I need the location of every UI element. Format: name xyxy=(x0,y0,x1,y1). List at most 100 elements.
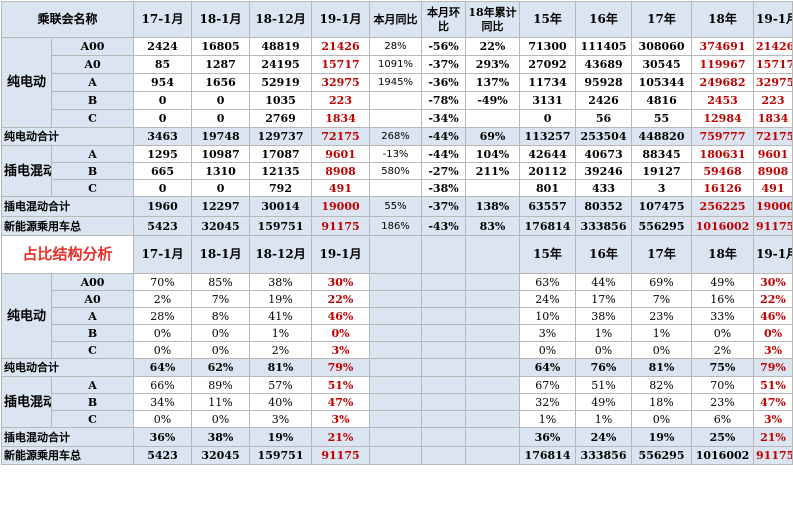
table-row: 纯电动合计 64% 62% 81% 79% 64% 76% 81% 75% 79% xyxy=(0,358,793,377)
col-header: 17年 xyxy=(631,235,693,274)
table-cell: 1834 xyxy=(753,109,793,128)
table-cell xyxy=(369,109,423,128)
table-cell: 7% xyxy=(191,290,251,308)
blank-cell xyxy=(369,290,423,308)
table-cell: 256225 xyxy=(691,196,755,217)
table-cell xyxy=(369,91,423,110)
table-row: 纯电动 A00 70% 85% 38% 30% 63% 44% 69% 49% 30% xyxy=(1,273,793,359)
table-cell: -78% xyxy=(421,91,467,110)
table-cell: 119967 xyxy=(691,55,755,74)
table-cell: 32% xyxy=(519,393,577,411)
row-label: B xyxy=(50,324,135,342)
table-row: 纯电动合计 3463 19748 129737 72175 268% -44% 69% 113… xyxy=(0,127,793,146)
table-cell: 180631 xyxy=(691,145,755,163)
blank-cell xyxy=(369,341,423,359)
table-row: 插电混动合计 36% 38% 19% 21% 36% 24% 19% 25% 21% xyxy=(0,427,793,447)
table-cell: 17% xyxy=(575,290,633,308)
table-cell: 55 xyxy=(631,109,693,128)
table-cell: 47% xyxy=(753,393,793,411)
col-header: 18-1月 xyxy=(191,1,251,38)
blank-cell xyxy=(465,393,521,411)
table-cell: -49% xyxy=(465,91,521,110)
table-row: C 0% 0% 3% 3% 1% 1% 0% 6% 3% xyxy=(2,410,793,428)
row-label: A xyxy=(50,73,135,92)
table-cell: 105344 xyxy=(631,73,693,92)
table-cell: 433 xyxy=(575,179,633,197)
table-cell: 1% xyxy=(575,324,633,342)
row-label: 新能源乘用车总 xyxy=(0,446,135,465)
blank-cell xyxy=(421,393,467,411)
table-cell: 3% xyxy=(311,410,371,428)
blank-cell xyxy=(465,324,521,342)
group-label-phev: 插电混动 xyxy=(1,145,52,197)
table-cell: 5423 xyxy=(133,216,193,236)
row-label: A xyxy=(50,145,135,163)
table-cell: 19% xyxy=(249,290,313,308)
table-cell: 56 xyxy=(575,109,633,128)
table-cell: -27% xyxy=(421,162,467,180)
table-cell: 2% xyxy=(133,290,193,308)
table-cell: 159751 xyxy=(249,216,313,236)
table-row: B 0% 0% 1% 0% 3% 1% 1% 0% 0% xyxy=(2,324,793,342)
table-row: 新能源乘用车总 5423 32045 159751 91175 176814 333856… xyxy=(0,446,793,465)
row-label: C xyxy=(50,341,135,359)
table-cell: 1016002 xyxy=(691,446,755,465)
table-cell: 308060 xyxy=(631,37,693,56)
blank-cell xyxy=(421,358,467,377)
table-cell: 1091% xyxy=(369,55,423,74)
col-header: 16年 xyxy=(575,235,633,274)
table-cell: 21426 xyxy=(311,37,371,56)
col-header: 18年累计同比 xyxy=(465,1,521,38)
table-cell: 15717 xyxy=(753,55,793,74)
col-header: 本月同比 xyxy=(369,1,423,38)
table-cell: 17087 xyxy=(249,145,313,163)
table-cell: 46% xyxy=(311,307,371,325)
table-cell: 0 xyxy=(133,179,193,197)
col-header: 18年 xyxy=(691,1,755,38)
blank-cell xyxy=(369,358,423,377)
table-cell: 137% xyxy=(465,73,521,92)
table-cell: 69% xyxy=(465,127,521,146)
table-cell: 39246 xyxy=(575,162,633,180)
table-cell: 63% xyxy=(519,273,577,291)
table-cell: 0 xyxy=(191,91,251,110)
table-cell: 21% xyxy=(311,427,371,447)
table-cell: 556295 xyxy=(631,446,693,465)
table-cell: 75% xyxy=(691,358,755,377)
table-cell xyxy=(465,109,521,128)
table-cell: 12984 xyxy=(691,109,755,128)
table-cell: 79% xyxy=(311,358,371,377)
table-cell: 43689 xyxy=(575,55,633,74)
blank-cell xyxy=(465,358,521,377)
table-cell: 19000 xyxy=(311,196,371,217)
table-cell: 0 xyxy=(191,109,251,128)
row-label: 纯电动合计 xyxy=(0,127,135,146)
col-header: 17-1月 xyxy=(133,235,193,274)
col-header: 19-1月 xyxy=(753,1,793,38)
table-cell: 801 xyxy=(519,179,577,197)
table-cell: 2424 xyxy=(133,37,193,56)
table-cell: 69% xyxy=(631,273,693,291)
table-cell: 1% xyxy=(575,410,633,428)
table-cell: 62% xyxy=(191,358,251,377)
table-cell: 6% xyxy=(691,410,755,428)
table-cell: 52919 xyxy=(249,73,313,92)
table-cell: 19748 xyxy=(191,127,251,146)
row-label: A xyxy=(50,376,135,394)
table-cell: 16805 xyxy=(191,37,251,56)
table-cell: 1960 xyxy=(133,196,193,217)
table-cell: -44% xyxy=(421,145,467,163)
row-label: B xyxy=(50,393,135,411)
table-row: 新能源乘用车总 5423 32045 159751 91175 186% -43% 83% 1… xyxy=(0,216,793,236)
table-cell: 333856 xyxy=(575,216,633,236)
table-cell: 10% xyxy=(519,307,577,325)
row-label: 新能源乘用车总 xyxy=(0,216,135,236)
table-row: B 0 0 1035 223 -78% -49% 3131 2426 4816 2453 223 xyxy=(2,91,793,110)
table-cell: 8908 xyxy=(753,162,793,180)
row-label: B xyxy=(50,162,135,180)
table-cell: 36% xyxy=(133,427,193,447)
table-cell: 954 xyxy=(133,73,193,92)
header-row: 乘联会名称 17-1月 18-1月 18-12月 19-1月 本月同比 本月环比… xyxy=(0,1,793,38)
table-cell: 0% xyxy=(753,324,793,342)
